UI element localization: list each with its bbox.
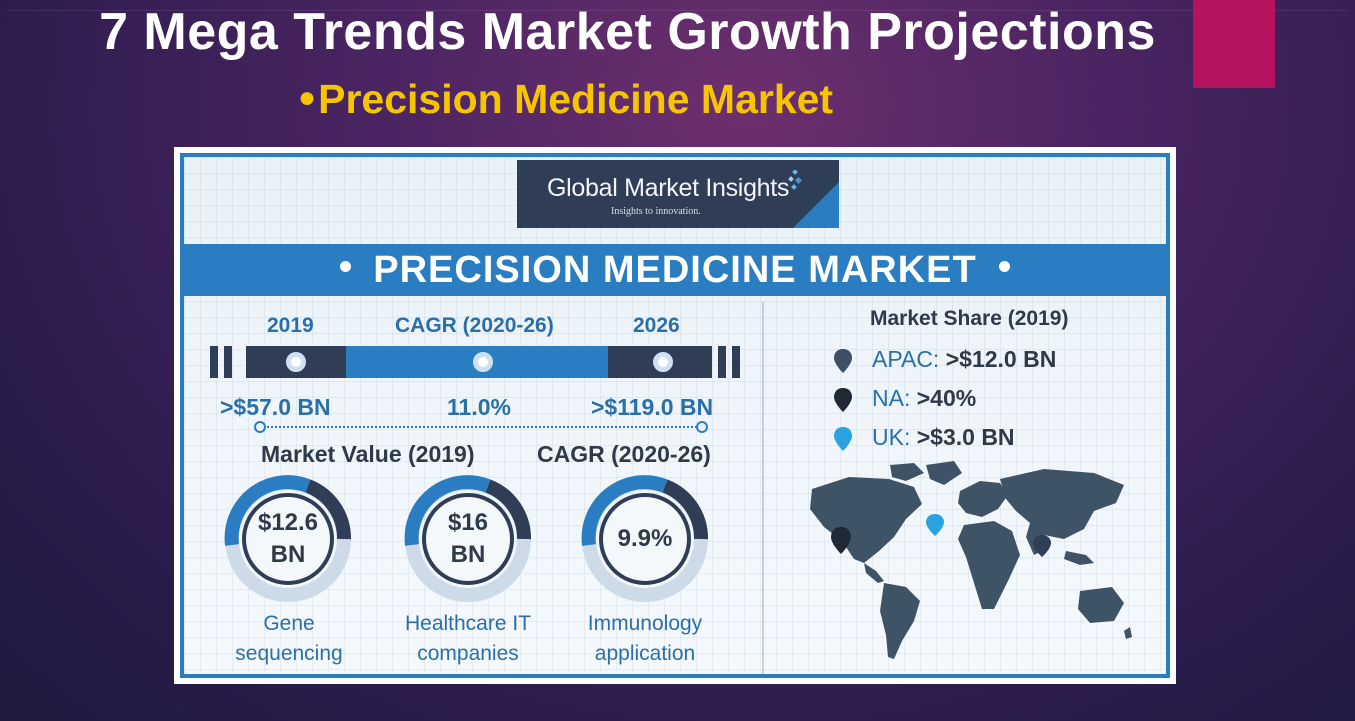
slide-title: 7 Mega Trends Market Growth Projections	[99, 3, 1156, 61]
legend-value: >40%	[916, 385, 977, 411]
timeline-tick	[718, 346, 726, 378]
company-logo: Global Market Insights Insights to innov…	[517, 160, 839, 228]
timeline-label-cagr: CAGR (2020-26)	[395, 314, 554, 337]
ring-caption-line1: Gene	[263, 612, 315, 635]
market-value-heading: Market Value (2019)	[261, 441, 475, 467]
timeline-marker	[653, 352, 673, 372]
donut-immunology	[581, 475, 709, 602]
separator-end-dot	[254, 421, 266, 433]
market-share-title: Market Share (2019)	[870, 307, 1069, 330]
ring-value-line2: BN	[270, 541, 306, 568]
banner-dot-icon	[340, 261, 352, 272]
accent-square	[1193, 0, 1275, 88]
ring-caption-line1: Healthcare IT	[404, 612, 532, 635]
donut-healthcare-it	[404, 475, 532, 602]
legend-item-uk: UK: >$3.0 BN	[834, 424, 1015, 451]
map-pin-icon	[834, 349, 852, 373]
timeline-label-2019: 2019	[267, 314, 314, 337]
logo-corner-accent	[793, 182, 839, 228]
ring-caption-line2: application	[594, 642, 696, 665]
timeline-marker	[286, 352, 306, 372]
logo-tagline: Insights to innovation.	[611, 206, 701, 217]
infographic-image: Global Market Insights Insights to innov…	[174, 147, 1176, 684]
ring-caption-line2: companies	[417, 642, 519, 665]
cagr-heading: CAGR (2020-26)	[537, 441, 711, 467]
map-pin-icon	[834, 427, 852, 451]
logo-name: Global Market Insights	[547, 174, 790, 202]
timeline-value-2026: >$119.0 BN	[591, 394, 714, 420]
ring-value-line1: 9.9%	[617, 525, 673, 552]
slide-subtitle: ●Precision Medicine Market	[298, 76, 833, 123]
ring-caption-line1: Immunology	[587, 612, 703, 635]
legend-region: APAC:	[872, 346, 940, 372]
timeline-bar	[210, 346, 750, 378]
sparkle-icon	[788, 170, 803, 190]
legend-region: UK:	[872, 424, 911, 450]
timeline-marker	[473, 352, 493, 372]
world-map	[810, 461, 1132, 659]
timeline-tick	[210, 346, 218, 378]
dotted-separator	[260, 426, 700, 428]
legend-value: >$12.0 BN	[945, 346, 1057, 372]
apac-pin-icon	[1033, 535, 1051, 557]
ring-value-line1: $12.6	[257, 509, 319, 536]
infographic-panel: Global Market Insights Insights to innov…	[180, 153, 1170, 678]
na-pin-icon	[831, 527, 851, 554]
ring-caption-line2: sequencing	[235, 642, 343, 665]
section-divider	[762, 302, 764, 674]
separator-end-dot	[696, 421, 708, 433]
timeline-tick	[224, 346, 232, 378]
map-pin-icon	[834, 388, 852, 412]
slide-frame	[6, 10, 1349, 718]
legend-value: >$3.0 BN	[916, 424, 1015, 450]
uk-pin-icon	[926, 514, 944, 536]
donut-gene-sequencing	[224, 475, 352, 602]
timeline-tick	[732, 346, 740, 378]
legend-region: NA:	[872, 385, 911, 411]
subtitle-text: Precision Medicine Market	[318, 76, 834, 122]
banner-title: PRECISION MEDICINE MARKET	[184, 249, 1166, 292]
banner-title-text: PRECISION MEDICINE MARKET	[373, 249, 977, 291]
timeline-value-cagr: 11.0%	[447, 394, 511, 420]
ring-value-line2: BN	[450, 541, 486, 568]
legend-item-na: NA: >40%	[834, 385, 977, 412]
bullet-icon: ●	[298, 81, 317, 114]
ring-value-line1: $16	[447, 509, 489, 536]
timeline-value-2019: >$57.0 BN	[220, 394, 331, 420]
banner-dot-icon	[998, 261, 1010, 272]
timeline-label-2026: 2026	[633, 314, 680, 337]
legend-item-apac: APAC: >$12.0 BN	[834, 346, 1057, 373]
